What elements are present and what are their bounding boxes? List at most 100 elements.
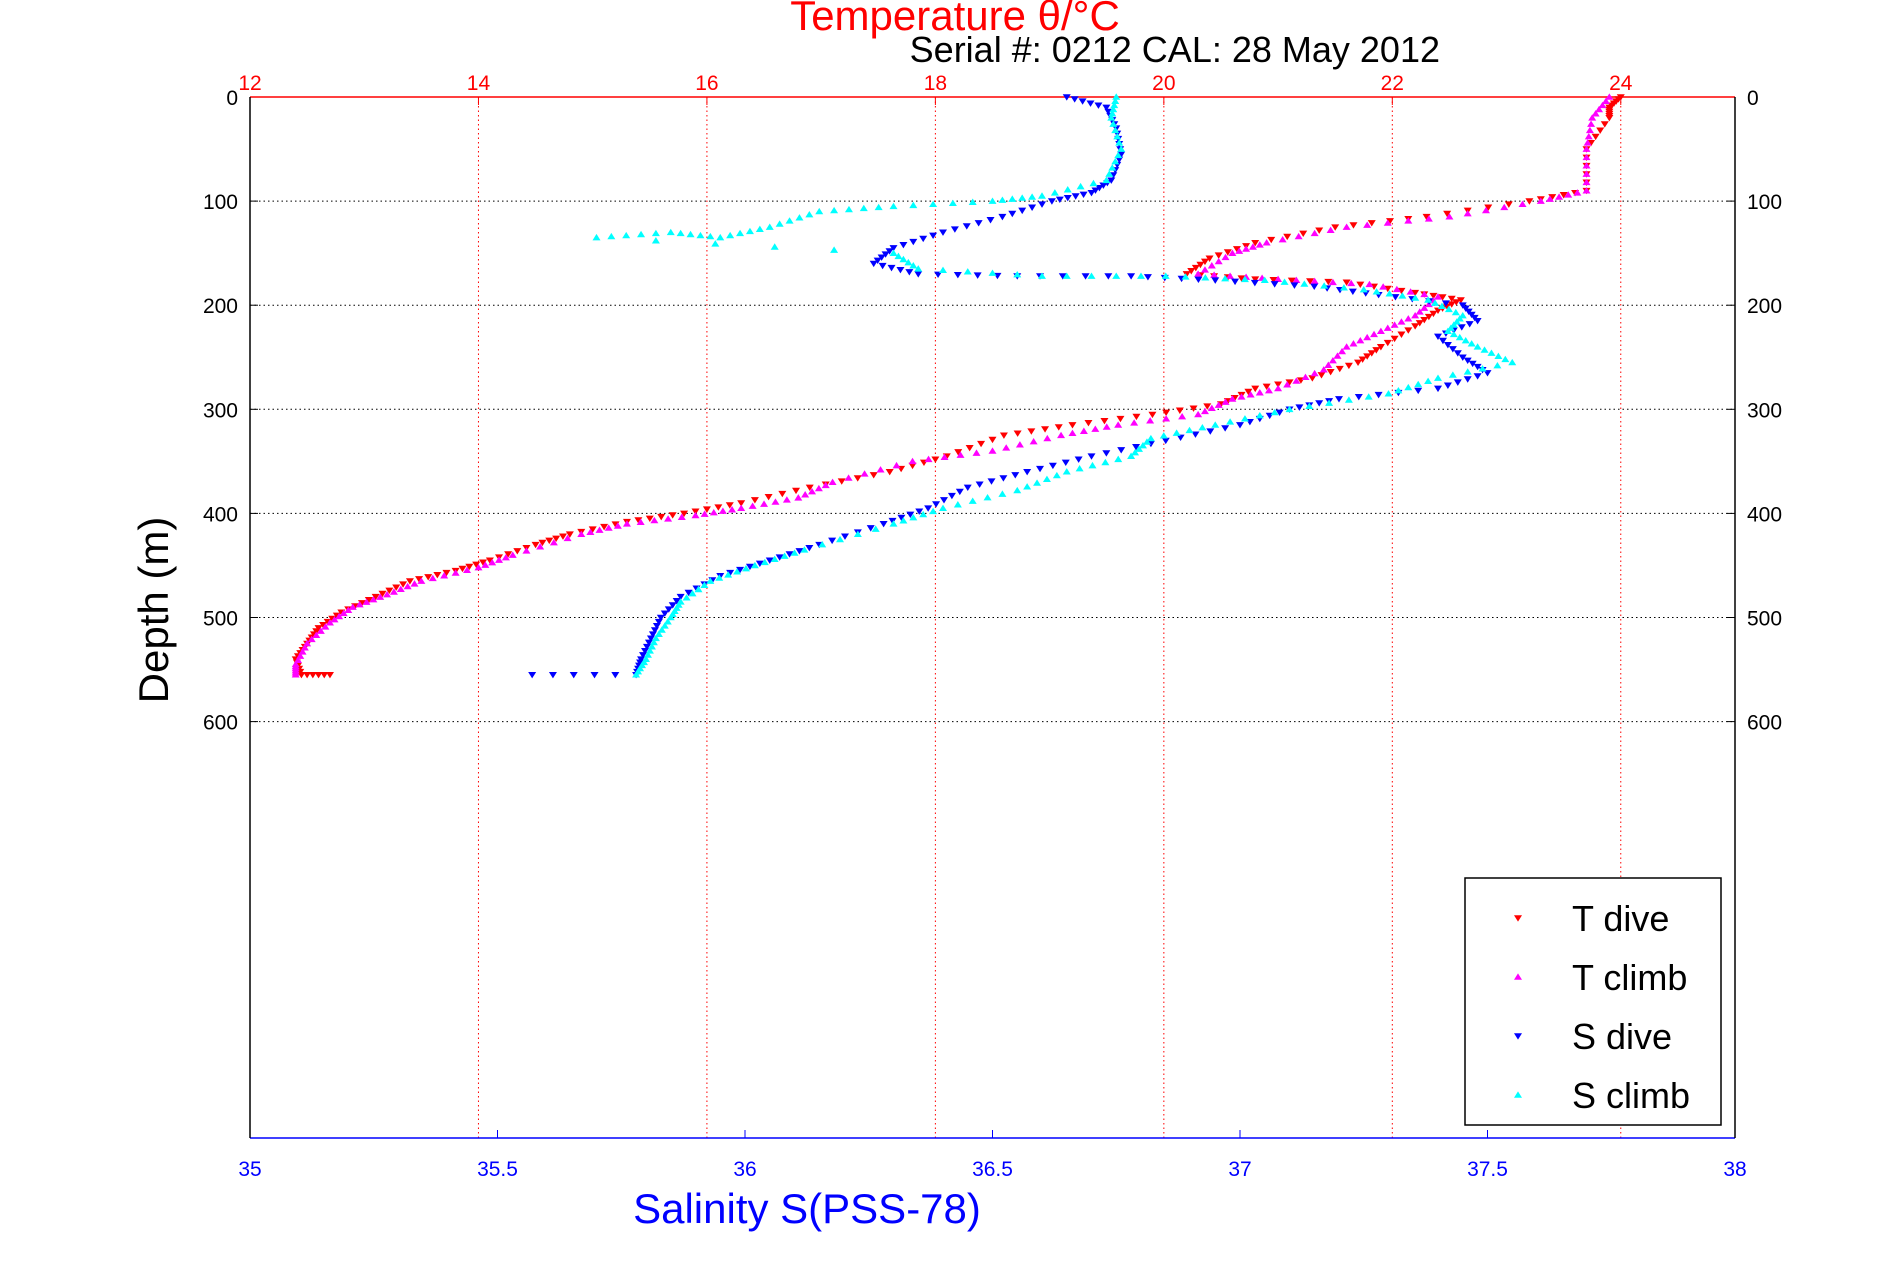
data-point [389, 588, 398, 595]
data-point [706, 232, 715, 240]
data-point [889, 249, 898, 256]
data-point [1319, 366, 1328, 373]
data-point [1094, 102, 1103, 109]
data-point [666, 228, 675, 236]
data-point [904, 258, 913, 266]
data-point [790, 549, 799, 556]
data-point [1138, 441, 1147, 449]
series-s-dive [528, 94, 1492, 679]
data-point [1175, 407, 1184, 414]
data-point [1582, 145, 1591, 152]
legend-item: T dive [1514, 898, 1669, 939]
data-point [1398, 292, 1407, 299]
data-point [399, 581, 408, 588]
data-point [1111, 97, 1120, 104]
data-point [1116, 415, 1125, 423]
data-point [1107, 177, 1116, 184]
data-point [652, 623, 661, 630]
data-point [1084, 420, 1093, 427]
data-point [709, 508, 718, 516]
data-point [1214, 257, 1223, 265]
data-point [548, 671, 557, 679]
data-point [1473, 373, 1482, 380]
data-point [1583, 139, 1592, 146]
data-point [650, 627, 659, 634]
depth-tick-label-left: 600 [203, 712, 238, 735]
data-point [1108, 164, 1117, 171]
temp-tick-label: 12 [238, 72, 261, 95]
data-point [1325, 399, 1334, 406]
data-point [1028, 204, 1037, 211]
data-point [1447, 295, 1456, 303]
data-point [1135, 445, 1144, 452]
grid-lines [250, 97, 1735, 1138]
data-point [1414, 380, 1423, 388]
data-point [1237, 275, 1246, 282]
data-point [906, 511, 915, 519]
data-point [1274, 275, 1283, 282]
data-point [1326, 369, 1335, 376]
data-point [1473, 318, 1482, 325]
data-point [696, 231, 705, 239]
data-point [953, 501, 962, 508]
data-point [711, 240, 720, 247]
data-point [1358, 356, 1367, 363]
data-point [889, 245, 898, 252]
data-point [1023, 468, 1032, 476]
data-point [1331, 224, 1340, 231]
data-point [1162, 415, 1171, 422]
data-point [1200, 266, 1209, 273]
data-point [1102, 104, 1111, 112]
data-point [1548, 194, 1557, 201]
data-point [718, 507, 727, 514]
y-axis-label: Depth (m) [130, 517, 177, 704]
data-point [558, 533, 567, 540]
data-point [1105, 170, 1114, 177]
data-point [873, 257, 882, 265]
data-point [800, 546, 809, 553]
data-point [1354, 359, 1363, 367]
data-point [745, 563, 754, 571]
data-point [1292, 377, 1301, 384]
data-point [1110, 101, 1119, 109]
data-point [1356, 281, 1365, 288]
data-point [563, 534, 572, 542]
data-point [818, 541, 827, 548]
data-point [1481, 206, 1490, 214]
data-point [577, 530, 586, 538]
data-point [869, 260, 878, 268]
data-point [1111, 157, 1120, 165]
data-point [1354, 394, 1363, 401]
data-point [1591, 133, 1600, 141]
data-point [1028, 193, 1037, 200]
data-point [1226, 272, 1235, 279]
data-point [1206, 428, 1215, 435]
data-point [1062, 94, 1071, 101]
temp-tick-label: 16 [695, 72, 718, 95]
data-point [632, 671, 641, 678]
data-point [1200, 407, 1209, 415]
data-point [1504, 201, 1513, 208]
data-point [1109, 120, 1118, 127]
data-point [1102, 176, 1111, 184]
data-point [383, 590, 392, 598]
data-point [888, 517, 897, 525]
data-point [1383, 285, 1392, 293]
data-point [931, 456, 940, 463]
data-point [801, 491, 810, 498]
data-point [1159, 432, 1168, 439]
data-point [1226, 418, 1235, 425]
data-point [481, 561, 490, 568]
data-point [1305, 402, 1314, 409]
data-point [303, 671, 312, 679]
data-point [737, 504, 746, 511]
data-point [1420, 304, 1429, 311]
temp-tick-label: 14 [467, 72, 491, 95]
data-point [325, 671, 334, 679]
data-point [691, 508, 700, 515]
data-point [1605, 93, 1614, 100]
data-point [737, 500, 746, 507]
data-point [1370, 330, 1379, 338]
depth-tick-label-right: 500 [1747, 608, 1782, 631]
data-point [465, 563, 474, 571]
